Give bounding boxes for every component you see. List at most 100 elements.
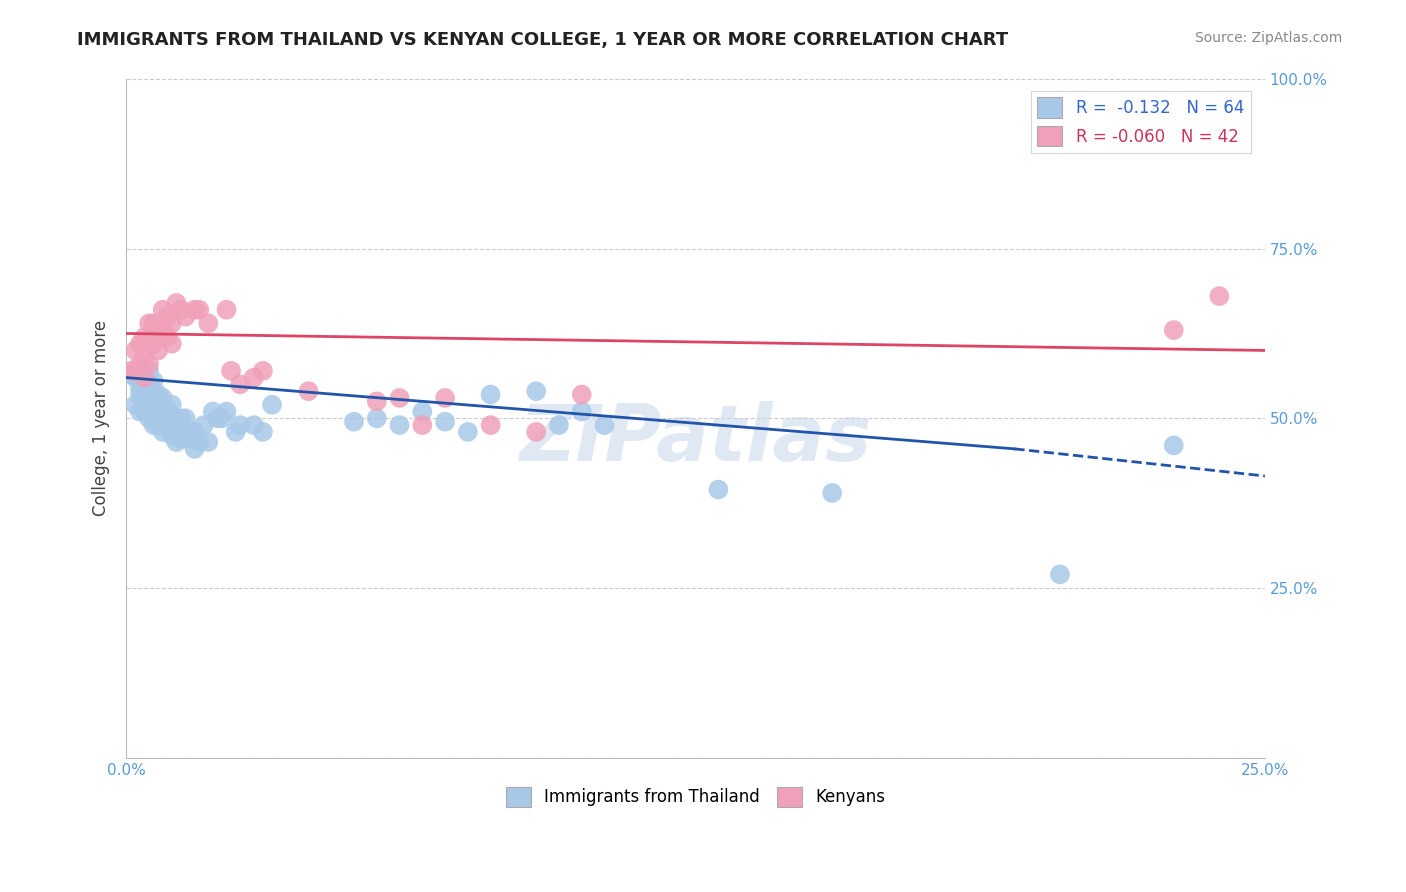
Point (160, 316, 183, 330)
Point (165, 415, 187, 429)
Point (124, 343, 146, 358)
Point (179, 425, 201, 439)
Point (524, 425, 547, 439)
Point (243, 418, 266, 433)
Point (821, 486, 844, 500)
Point (160, 411, 183, 425)
Point (1163, 323, 1185, 337)
Point (388, 418, 411, 433)
Point (152, 404, 174, 418)
Point (457, 425, 479, 439)
Point (366, 394, 388, 409)
Point (201, 404, 224, 418)
Point (197, 435, 219, 450)
Point (160, 336, 183, 351)
Point (434, 415, 457, 429)
Point (152, 425, 174, 439)
Point (134, 370, 156, 384)
Point (124, 364, 146, 378)
Point (142, 387, 165, 401)
Point (388, 391, 411, 405)
Point (593, 418, 616, 433)
Point (297, 384, 319, 399)
Y-axis label: College, 1 year or more: College, 1 year or more (93, 320, 110, 516)
Point (183, 425, 205, 439)
Point (343, 415, 366, 429)
Point (152, 302, 174, 317)
Point (479, 418, 502, 433)
Point (142, 316, 165, 330)
Point (170, 302, 193, 317)
Point (1208, 289, 1230, 303)
Point (571, 404, 593, 418)
Point (197, 316, 219, 330)
Point (211, 411, 233, 425)
Point (134, 330, 156, 344)
Point (148, 404, 170, 418)
Point (411, 404, 433, 418)
Point (148, 418, 170, 433)
Point (165, 435, 187, 450)
Point (156, 418, 179, 433)
Point (142, 336, 165, 351)
Point (188, 302, 211, 317)
Point (138, 394, 160, 409)
Point (411, 418, 433, 433)
Point (129, 404, 152, 418)
Point (120, 364, 142, 378)
Point (160, 428, 183, 442)
Point (134, 350, 156, 364)
Point (479, 387, 502, 401)
Point (1049, 567, 1071, 582)
Point (138, 411, 160, 425)
Point (152, 391, 174, 405)
Point (129, 387, 152, 401)
Point (243, 370, 266, 384)
Text: Source: ZipAtlas.com: Source: ZipAtlas.com (1195, 31, 1343, 45)
Point (1163, 438, 1185, 452)
Point (229, 377, 252, 392)
Point (138, 336, 160, 351)
Point (138, 316, 160, 330)
Point (160, 398, 183, 412)
Point (142, 374, 165, 388)
Point (707, 483, 730, 497)
Point (138, 377, 160, 392)
Point (183, 302, 205, 317)
Point (229, 418, 252, 433)
Point (215, 302, 238, 317)
Point (225, 425, 247, 439)
Point (183, 442, 205, 456)
Point (152, 323, 174, 337)
Point (174, 411, 197, 425)
Point (174, 432, 197, 446)
Point (129, 357, 152, 371)
Point (142, 418, 165, 433)
Point (524, 384, 547, 399)
Point (219, 364, 242, 378)
Point (188, 435, 211, 450)
Point (120, 368, 142, 382)
Point (134, 384, 156, 399)
Point (148, 343, 170, 358)
Text: ZIPatlas: ZIPatlas (519, 401, 872, 476)
Point (434, 391, 457, 405)
Point (148, 387, 170, 401)
Point (252, 425, 274, 439)
Point (156, 401, 179, 416)
Point (156, 310, 179, 324)
Point (366, 411, 388, 425)
Point (156, 330, 179, 344)
Point (138, 357, 160, 371)
Point (548, 418, 571, 433)
Point (148, 323, 170, 337)
Point (124, 398, 146, 412)
Point (170, 411, 193, 425)
Point (193, 418, 215, 433)
Point (165, 296, 187, 310)
Text: IMMIGRANTS FROM THAILAND VS KENYAN COLLEGE, 1 YEAR OR MORE CORRELATION CHART: IMMIGRANTS FROM THAILAND VS KENYAN COLLE… (77, 31, 1008, 49)
Point (129, 336, 152, 351)
Point (207, 411, 229, 425)
Point (571, 387, 593, 401)
Point (124, 370, 146, 384)
